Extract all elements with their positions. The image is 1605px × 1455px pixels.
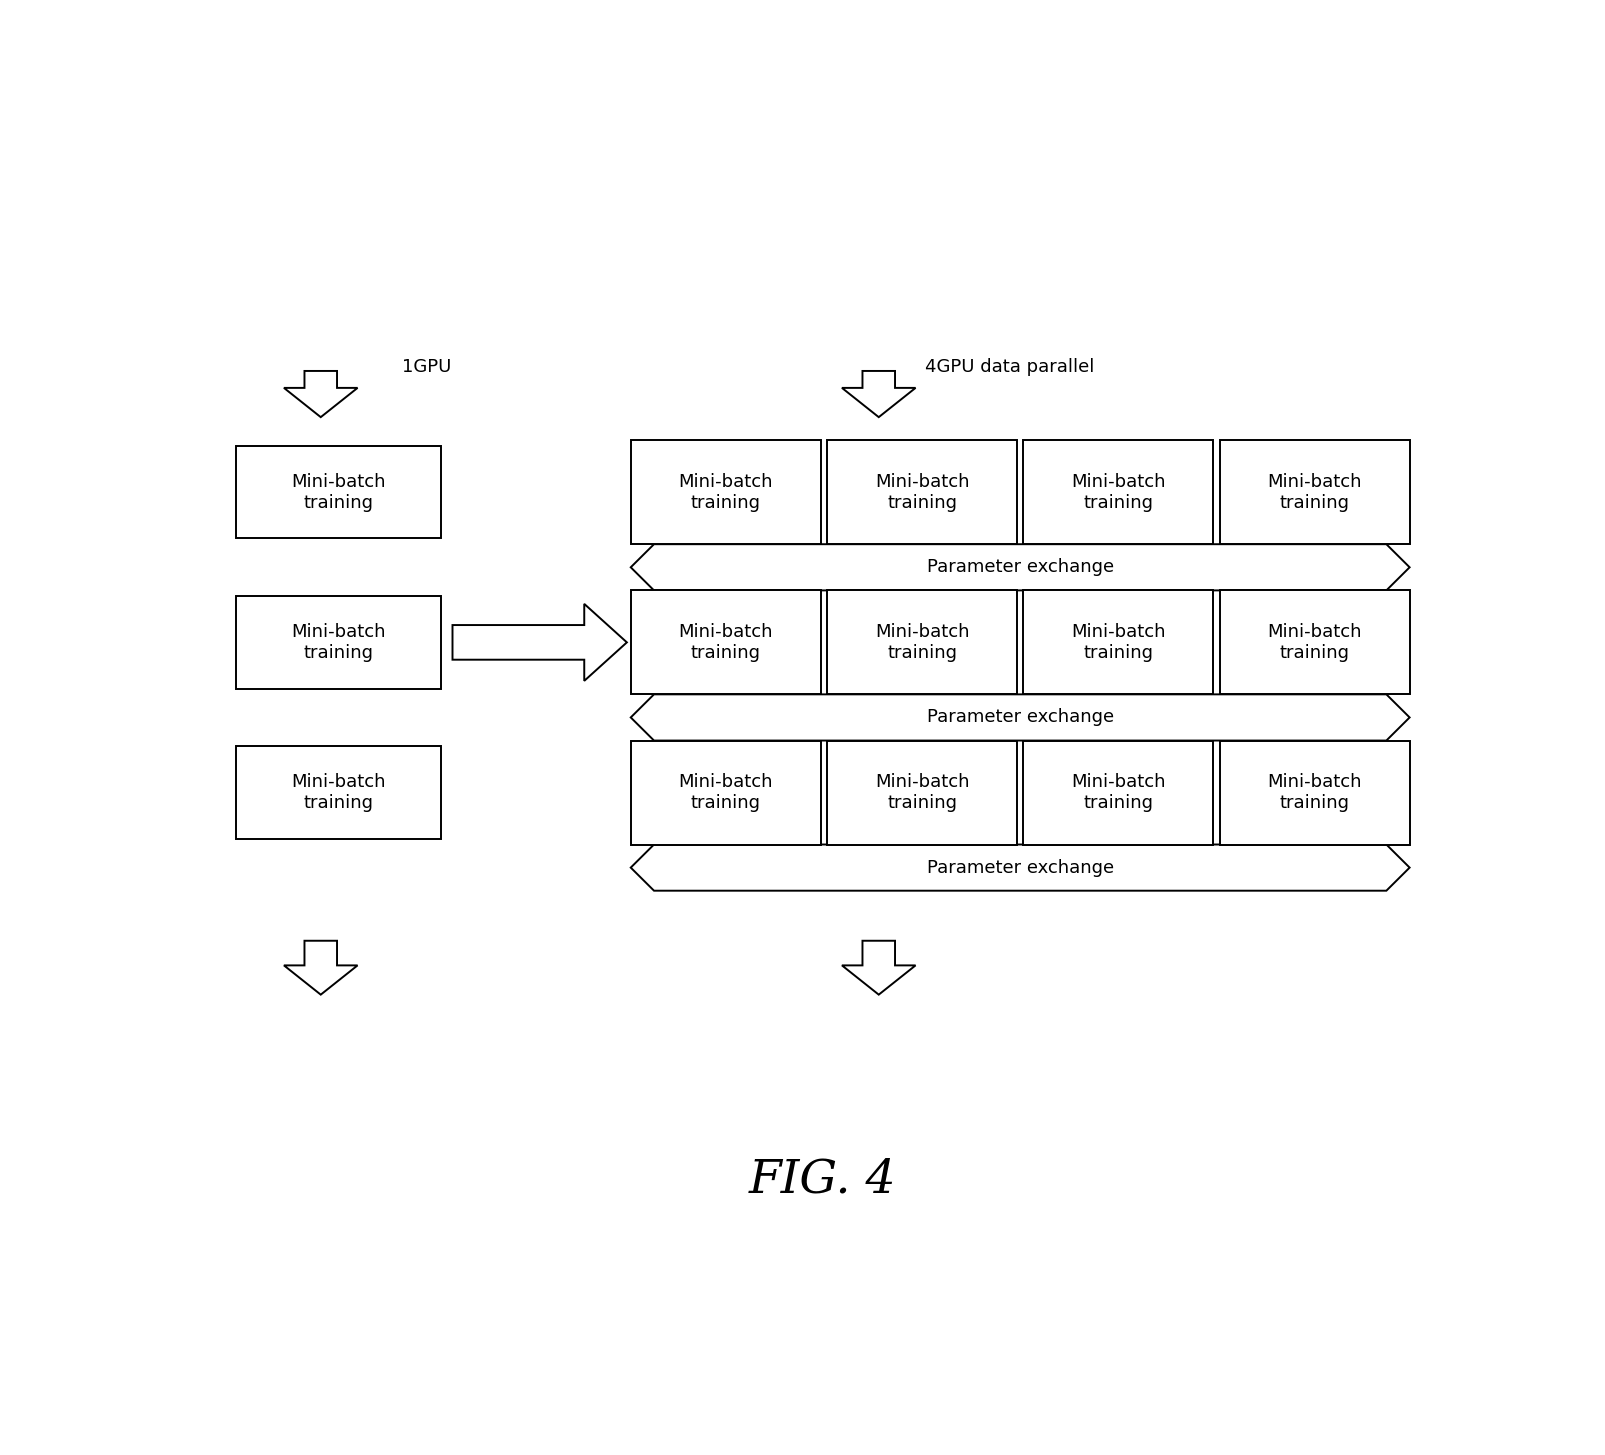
Text: Mini-batch
training: Mini-batch training [291, 773, 385, 812]
Bar [1024, 441, 1213, 544]
Bar [631, 591, 820, 694]
Bar [1220, 741, 1409, 844]
Polygon shape [843, 941, 915, 995]
Polygon shape [843, 371, 915, 418]
Bar [236, 447, 441, 538]
Bar [1024, 741, 1213, 844]
Bar [827, 441, 1018, 544]
Text: Mini-batch
training: Mini-batch training [291, 473, 385, 512]
Text: Mini-batch
training: Mini-batch training [1071, 473, 1165, 512]
Bar [236, 597, 441, 688]
Text: FIG. 4: FIG. 4 [750, 1157, 896, 1202]
Polygon shape [631, 694, 1409, 741]
Polygon shape [631, 844, 1409, 890]
Bar [1024, 591, 1213, 694]
Bar [827, 741, 1018, 844]
Text: Mini-batch
training: Mini-batch training [1268, 623, 1361, 662]
Polygon shape [284, 941, 358, 995]
Text: Mini-batch
training: Mini-batch training [679, 473, 774, 512]
Text: Mini-batch
training: Mini-batch training [1071, 773, 1165, 812]
Text: Parameter exchange: Parameter exchange [926, 559, 1114, 576]
Text: 4GPU data parallel: 4GPU data parallel [924, 358, 1095, 375]
Bar [236, 746, 441, 838]
Text: Mini-batch
training: Mini-batch training [875, 773, 969, 812]
Text: 1GPU: 1GPU [403, 358, 451, 375]
Text: Mini-batch
training: Mini-batch training [1268, 473, 1361, 512]
Text: Mini-batch
training: Mini-batch training [679, 623, 774, 662]
Bar [1220, 441, 1409, 544]
Polygon shape [453, 604, 628, 681]
Text: Mini-batch
training: Mini-batch training [291, 623, 385, 662]
Polygon shape [284, 371, 358, 418]
Text: Parameter exchange: Parameter exchange [926, 858, 1114, 876]
Text: Mini-batch
training: Mini-batch training [875, 623, 969, 662]
Text: Mini-batch
training: Mini-batch training [1071, 623, 1165, 662]
Text: Mini-batch
training: Mini-batch training [1268, 773, 1361, 812]
Text: Mini-batch
training: Mini-batch training [875, 473, 969, 512]
Bar [631, 441, 820, 544]
Text: Mini-batch
training: Mini-batch training [679, 773, 774, 812]
Bar [827, 591, 1018, 694]
Bar [631, 741, 820, 844]
Bar [1220, 591, 1409, 694]
Text: Parameter exchange: Parameter exchange [926, 709, 1114, 726]
Polygon shape [631, 544, 1409, 591]
